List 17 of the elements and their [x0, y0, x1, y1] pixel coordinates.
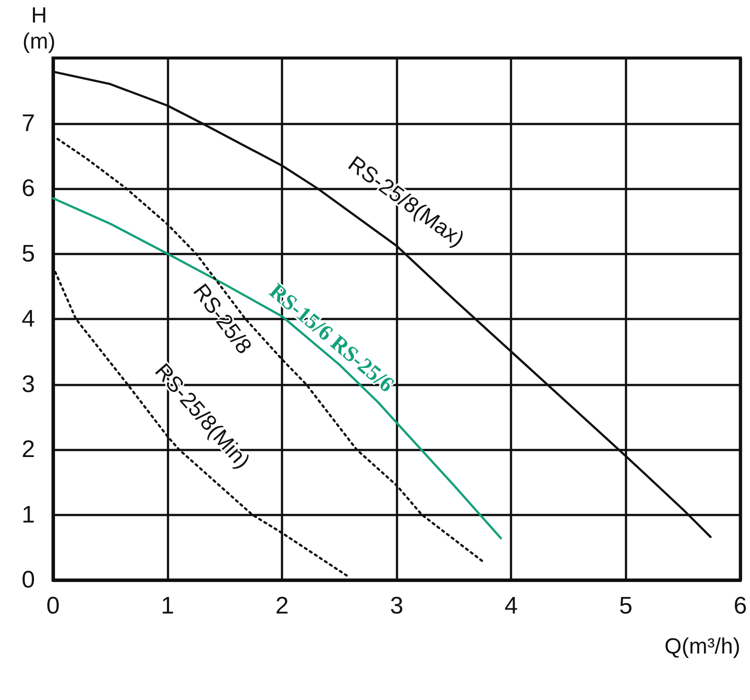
- y-tick-label: 6: [22, 175, 35, 202]
- x-axis-title: Q(m³/h): [664, 634, 740, 658]
- x-tick-label: 1: [160, 592, 174, 620]
- y-tick-label: 7: [22, 110, 35, 137]
- x-tick-label: 0: [46, 592, 60, 620]
- y-axis-title: H (m): [22, 2, 56, 54]
- y-tick-label: 3: [22, 370, 35, 398]
- x-tick-label: 4: [504, 592, 518, 620]
- x-tick-label: 6: [734, 592, 748, 620]
- y-tick-label: 4: [22, 306, 35, 332]
- x-tick-label: 5: [619, 592, 632, 620]
- y-tick-label: 1: [22, 501, 35, 528]
- x-tick-label: 2: [275, 592, 289, 620]
- y-tick-label: 5: [22, 240, 35, 268]
- y-tick-label: 0: [22, 566, 35, 594]
- x-tick-label: 3: [390, 592, 404, 620]
- y-tick-label: 2: [22, 436, 35, 463]
